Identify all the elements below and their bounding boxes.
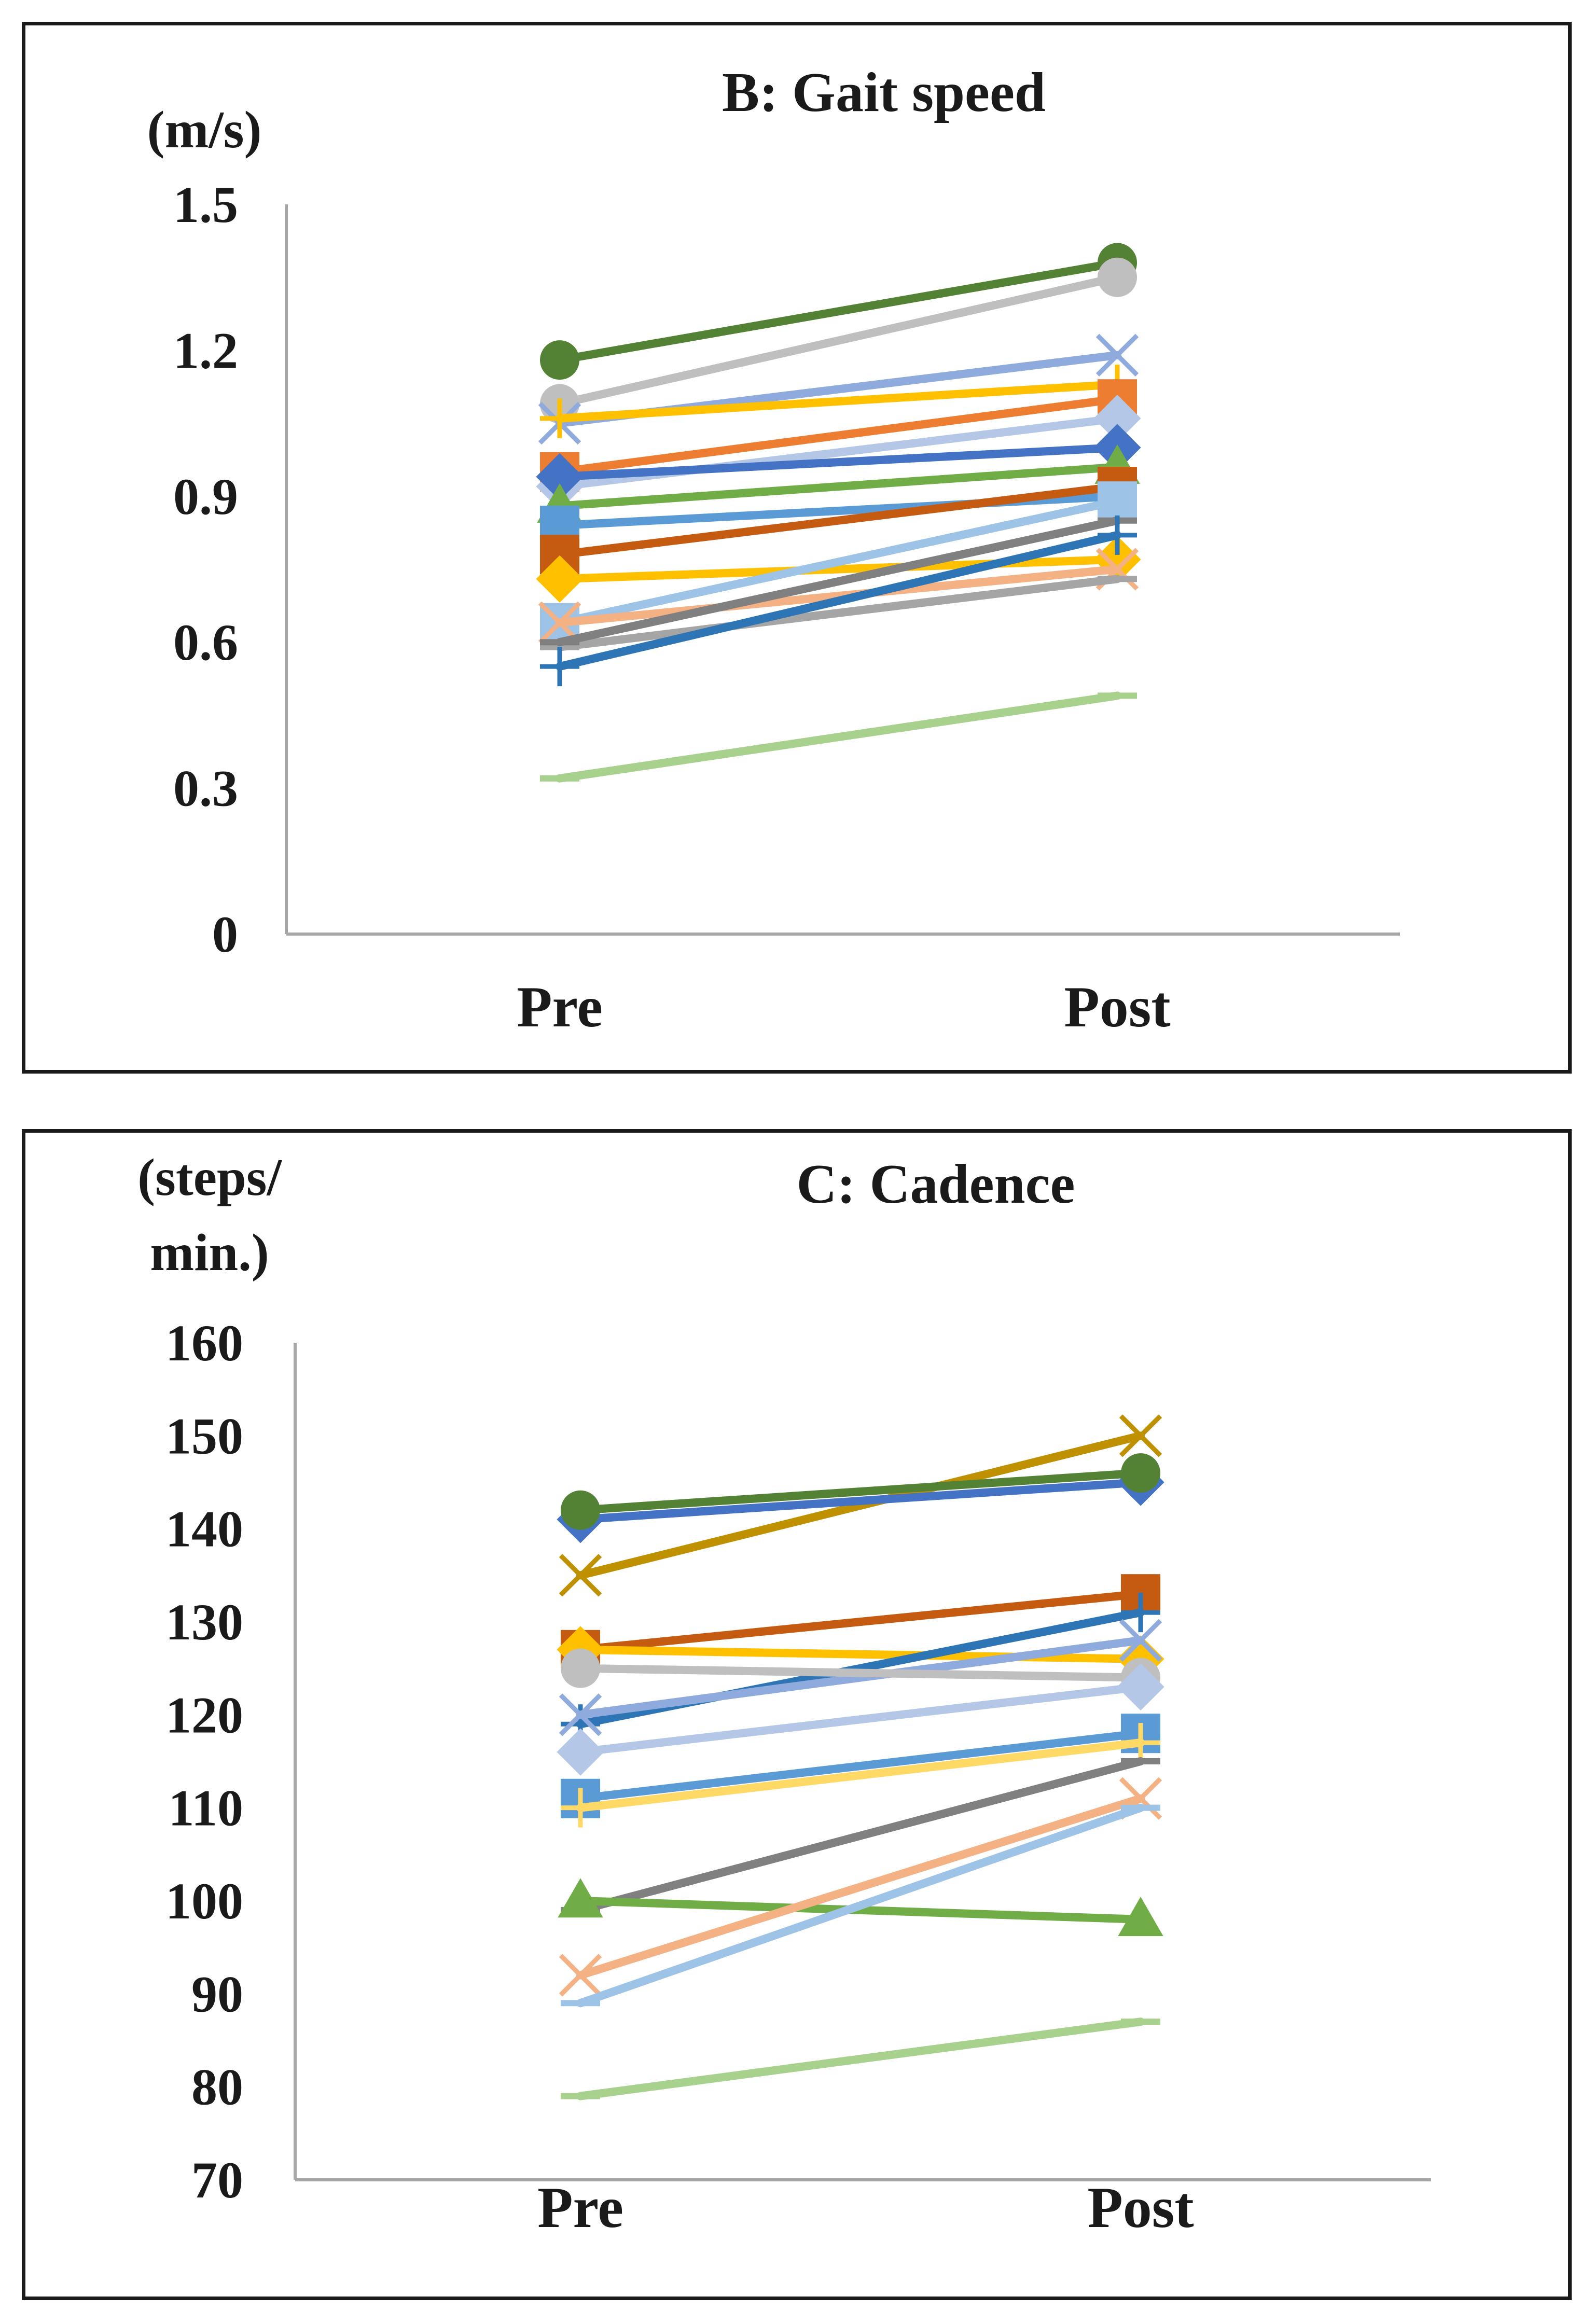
b-gait-speed-series-s16-marker <box>540 647 579 687</box>
c-cadence-series-s1-line <box>576 1431 1145 1580</box>
b-gait-speed-series-s11-line <box>556 555 1121 583</box>
c-cadence-series-s1-marker <box>559 1554 602 1597</box>
c-cadence-x-tick-label: Pre <box>537 2176 623 2240</box>
b-gait-speed-series-s6-marker <box>1093 395 1141 442</box>
c-cadence-y-tick-label: 110 <box>169 1779 243 1837</box>
b-gait-speed-y-tick-label: 0.6 <box>173 614 238 671</box>
c-cadence-series-s11 <box>561 1723 1160 1828</box>
b-gait-speed-series-s4-line <box>556 380 1121 423</box>
c-cadence-series-s8-marker <box>561 1648 600 1688</box>
c-cadence-y-tick-label: 70 <box>191 2151 243 2209</box>
b-gait-speed-series-s12-line <box>556 497 1121 627</box>
b-gait-speed-title: B: Gait speed <box>722 62 1046 123</box>
c-cadence-series-s7 <box>559 1619 1162 1736</box>
c-cadence-series-s3-line <box>576 1469 1145 1514</box>
b-gait-speed-series-s7-line <box>556 443 1121 481</box>
b-gait-speed-y-tick-label: 0.9 <box>173 468 238 525</box>
c-cadence-series-s6-marker <box>1121 1593 1160 1633</box>
b-gait-speed-series-s2-marker <box>1098 257 1137 297</box>
c-cadence-x-tick-label: Post <box>1087 2176 1194 2240</box>
c-cadence-series-s8-line <box>576 1664 1145 1682</box>
c-cadence-series-s11-marker <box>1121 1723 1160 1763</box>
b-gait-speed-series-s1-line <box>556 258 1121 365</box>
c-cadence-y-tick-label: 100 <box>165 1872 243 1930</box>
c-cadence-title: C: Cadence <box>797 1153 1075 1215</box>
c-cadence-series-s3-marker <box>1121 1453 1160 1493</box>
b-gait-speed-series-s13-line <box>556 565 1121 627</box>
c-cadence-series-s9-line <box>576 1682 1145 1757</box>
c-cadence-series-s1 <box>559 1414 1162 1597</box>
c-cadence-series-s13-marker <box>558 1878 603 1918</box>
b-gait-speed-series-s10-line <box>556 482 1121 559</box>
cadence-chart-panel: C: Cadence (steps/min.) 70 80 90 100 110 120 130… <box>22 1129 1572 2300</box>
c-cadence-series-s4-line <box>576 1590 1145 1654</box>
b-gait-speed-x-tick-label: Post <box>1064 975 1170 1039</box>
b-gait-speed-series-s1 <box>540 243 1137 380</box>
gait-speed-chart: B: Gait speed (m/s) 0 0.3 0.6 0.9 1.2 1.5 Pre Pos… <box>147 62 1400 1039</box>
c-cadence-series-s13 <box>558 1878 1163 1937</box>
b-gait-speed-series-s12-marker <box>1098 481 1137 521</box>
b-gait-speed-series-s8-line <box>556 463 1121 510</box>
c-cadence-series-s15-line <box>576 1803 1145 2008</box>
c-cadence-series-s3-marker <box>561 1490 600 1530</box>
c-cadence-series-s13-line <box>576 1897 1145 1924</box>
c-cadence-series-s2-line <box>576 1478 1145 1524</box>
b-gait-speed-series-s17-line <box>556 691 1121 783</box>
b-gait-speed-series-s16 <box>540 515 1137 687</box>
c-cadence-y-tick-label: 150 <box>165 1407 243 1465</box>
c-cadence-series-s14 <box>559 1777 1162 1997</box>
c-cadence-series-s7-line <box>576 1636 1145 1719</box>
c-cadence-series-s12-line <box>576 1757 1145 1914</box>
c-cadence-y-axis-label: min.) <box>150 1223 269 1282</box>
b-gait-speed-series-s1-marker <box>540 340 579 380</box>
c-cadence-series-s16-line <box>576 2017 1145 2100</box>
b-gait-speed-series-s14-line <box>556 575 1121 651</box>
b-gait-speed-series-s16-line <box>556 531 1121 671</box>
b-gait-speed-y-tick-label: 0 <box>212 906 238 963</box>
b-gait-speed-series-s2-line <box>556 273 1121 408</box>
b-gait-speed-series-s15-line <box>556 516 1121 647</box>
b-gait-speed-x-tick-label: Pre <box>517 975 603 1039</box>
b-gait-speed-series-s16-marker <box>1098 515 1137 555</box>
b-gait-speed-series-s11-marker <box>536 555 584 603</box>
c-cadence-series-s16 <box>561 2017 1160 2100</box>
c-cadence-y-tick-label: 140 <box>165 1500 243 1558</box>
gait-speed-chart-panel: B: Gait speed (m/s) 0 0.3 0.6 0.9 1.2 1.5 Pre Pos… <box>22 22 1572 1074</box>
c-cadence-series-s7-marker <box>1119 1619 1162 1662</box>
b-gait-speed-series-s15 <box>540 516 1137 647</box>
b-gait-speed-y-tick-label: 1.2 <box>173 322 238 379</box>
c-cadence-series-s9-marker <box>1117 1663 1164 1711</box>
c-cadence-series-s14-line <box>576 1794 1145 1980</box>
c-cadence-y-tick-label: 130 <box>165 1593 243 1651</box>
b-gait-speed-series-s5-line <box>556 395 1121 476</box>
c-cadence-series-s15 <box>561 1803 1160 2008</box>
b-gait-speed-series-s3-marker <box>1095 333 1139 377</box>
b-gait-speed-y-axis-label: (m/s) <box>147 101 262 159</box>
c-cadence-y-tick-label: 90 <box>191 1965 243 2023</box>
c-cadence-series-s10-line <box>576 1729 1145 1803</box>
c-cadence-series-s5-line <box>576 1645 1145 1663</box>
c-cadence-y-tick-label: 120 <box>165 1686 243 1744</box>
c-cadence-series-s9-marker <box>557 1728 604 1776</box>
c-cadence-series-s7-marker <box>559 1693 602 1736</box>
c-cadence-y-tick-label: 160 <box>165 1314 243 1372</box>
b-gait-speed-y-tick-label: 1.5 <box>173 176 238 233</box>
c-cadence-y-axis-label: (steps/ <box>137 1148 282 1207</box>
b-gait-speed-series-s17 <box>540 691 1137 783</box>
c-cadence-series-s11-line <box>576 1738 1145 1812</box>
c-cadence-series-s1-marker <box>1119 1414 1162 1457</box>
cadence-chart: C: Cadence (steps/min.) 70 80 90 100 110 120 130… <box>137 1148 1431 2240</box>
c-cadence-series-s13-marker <box>1118 1897 1163 1937</box>
c-cadence-y-tick-label: 80 <box>191 2058 243 2116</box>
c-cadence-series-s2 <box>557 1458 1164 1543</box>
b-gait-speed-series-s4-marker <box>540 398 579 438</box>
c-cadence-series-s11-marker <box>561 1788 600 1828</box>
c-cadence-series-s3 <box>561 1453 1160 1530</box>
c-cadence-series-s14-marker <box>559 1954 602 1997</box>
b-gait-speed-y-tick-label: 0.3 <box>173 760 238 817</box>
